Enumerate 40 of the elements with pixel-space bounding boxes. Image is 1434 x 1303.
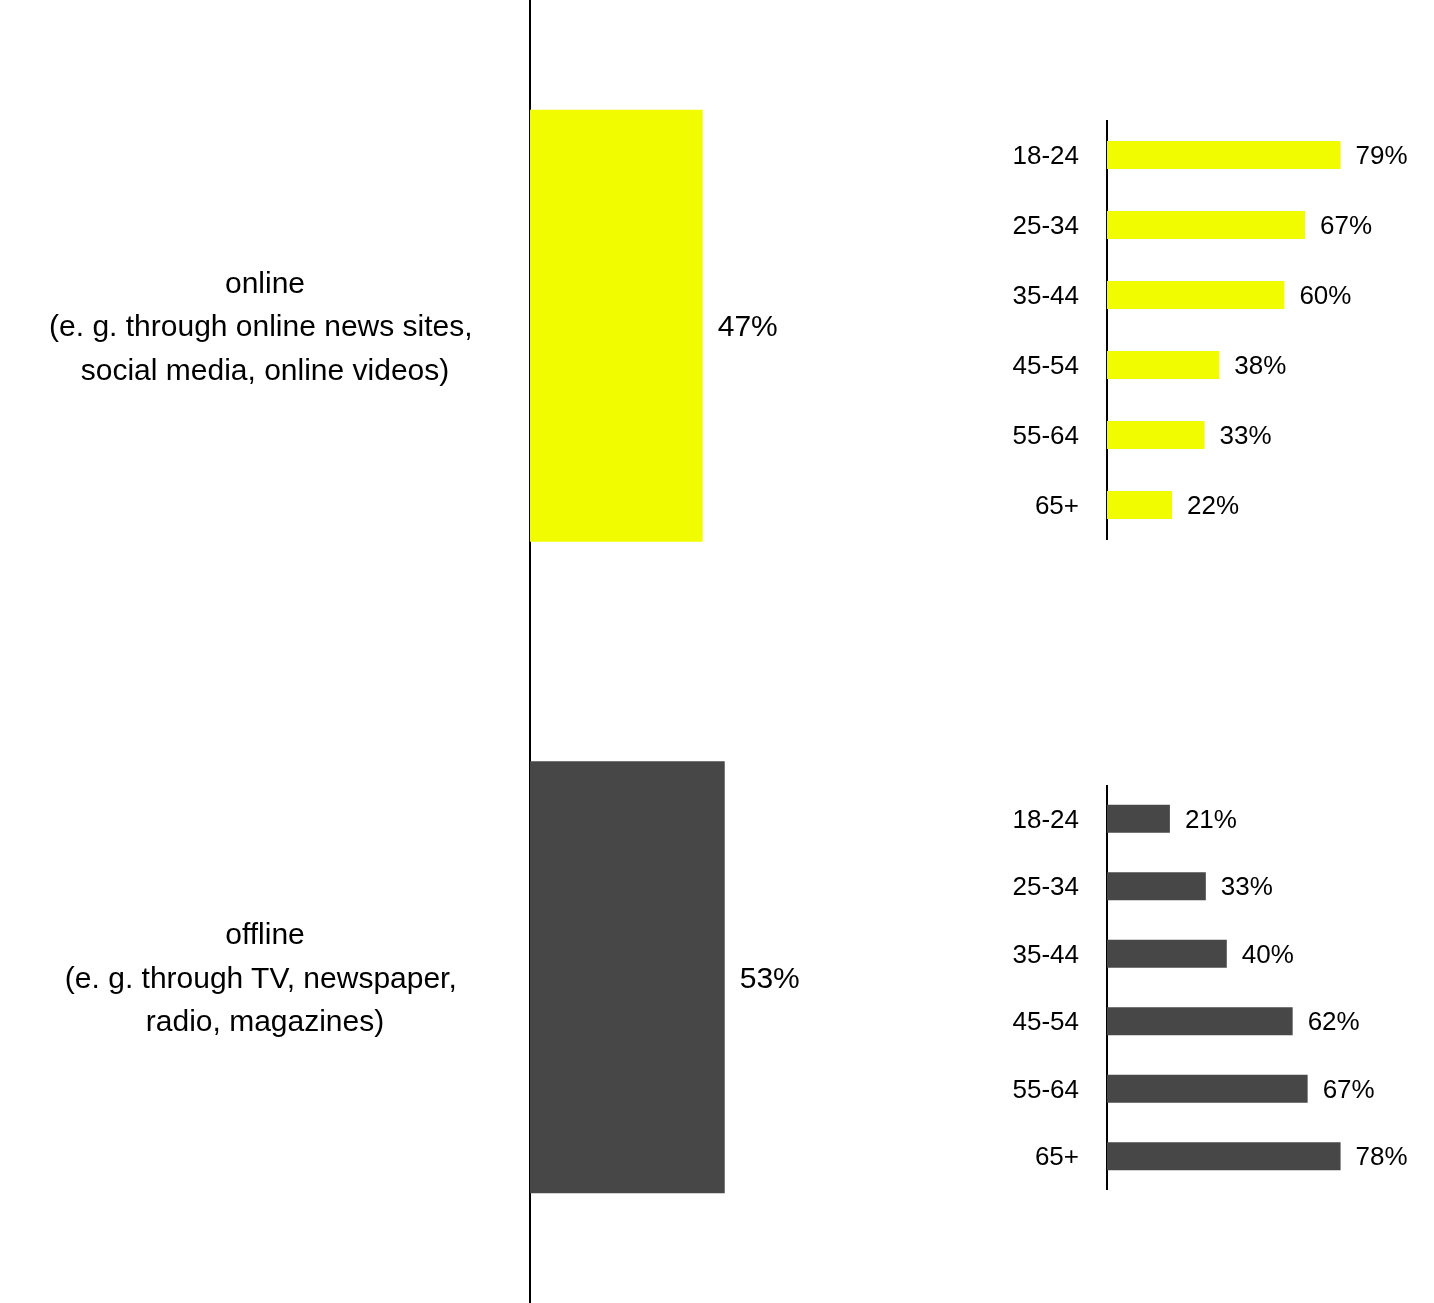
- bar: [1107, 211, 1306, 239]
- data-label: 33%: [1220, 871, 1273, 902]
- data-label: 78%: [1355, 1141, 1408, 1172]
- data-label: 40%: [1241, 938, 1294, 969]
- bar: [1107, 804, 1170, 833]
- data-label: 47%: [717, 309, 778, 343]
- y-tick-label: 55-64: [1012, 1073, 1079, 1104]
- bar: [1107, 939, 1227, 968]
- y-tick-label: 35-44: [1012, 280, 1079, 310]
- data-label: 67%: [1322, 1073, 1375, 1104]
- y-tick-label: 18-24: [1012, 140, 1079, 170]
- bar: [1107, 421, 1205, 449]
- data-label: 33%: [1219, 420, 1272, 450]
- data-label: 67%: [1320, 210, 1373, 240]
- data-label: 21%: [1184, 803, 1237, 834]
- y-tick-label: 25-34: [1012, 871, 1079, 902]
- bar: [1107, 1074, 1308, 1103]
- y-tick-label: 45-54: [1012, 1006, 1079, 1037]
- bar: [1107, 1142, 1341, 1171]
- y-tick-label: 25-34: [1012, 210, 1079, 240]
- y-tick-label: 65+: [1034, 1141, 1079, 1172]
- data-label: 22%: [1187, 490, 1240, 520]
- data-label: 60%: [1299, 280, 1352, 310]
- data-label: 79%: [1355, 140, 1408, 170]
- y-tick-label: 35-44: [1012, 938, 1079, 969]
- data-label: 38%: [1234, 350, 1287, 380]
- y-tick-label: 55-64: [1012, 420, 1079, 450]
- bar: [1107, 141, 1341, 169]
- bar: [1107, 351, 1220, 379]
- bar: [1107, 491, 1173, 519]
- bar: [1107, 281, 1285, 309]
- bar: [1107, 872, 1206, 901]
- y-tick-label: 65+: [1034, 490, 1079, 520]
- y-tick-label: offline (e. g. through TV, newspaper, radio, magazines): [64, 917, 466, 1038]
- data-label: 62%: [1307, 1006, 1360, 1037]
- data-label: 53%: [739, 960, 800, 994]
- bar: [1107, 1007, 1293, 1036]
- y-tick-label: 18-24: [1012, 803, 1079, 834]
- y-tick-label: 45-54: [1012, 350, 1079, 380]
- y-tick-label: online (e. g. through online news sites, social media, online videos): [49, 265, 481, 386]
